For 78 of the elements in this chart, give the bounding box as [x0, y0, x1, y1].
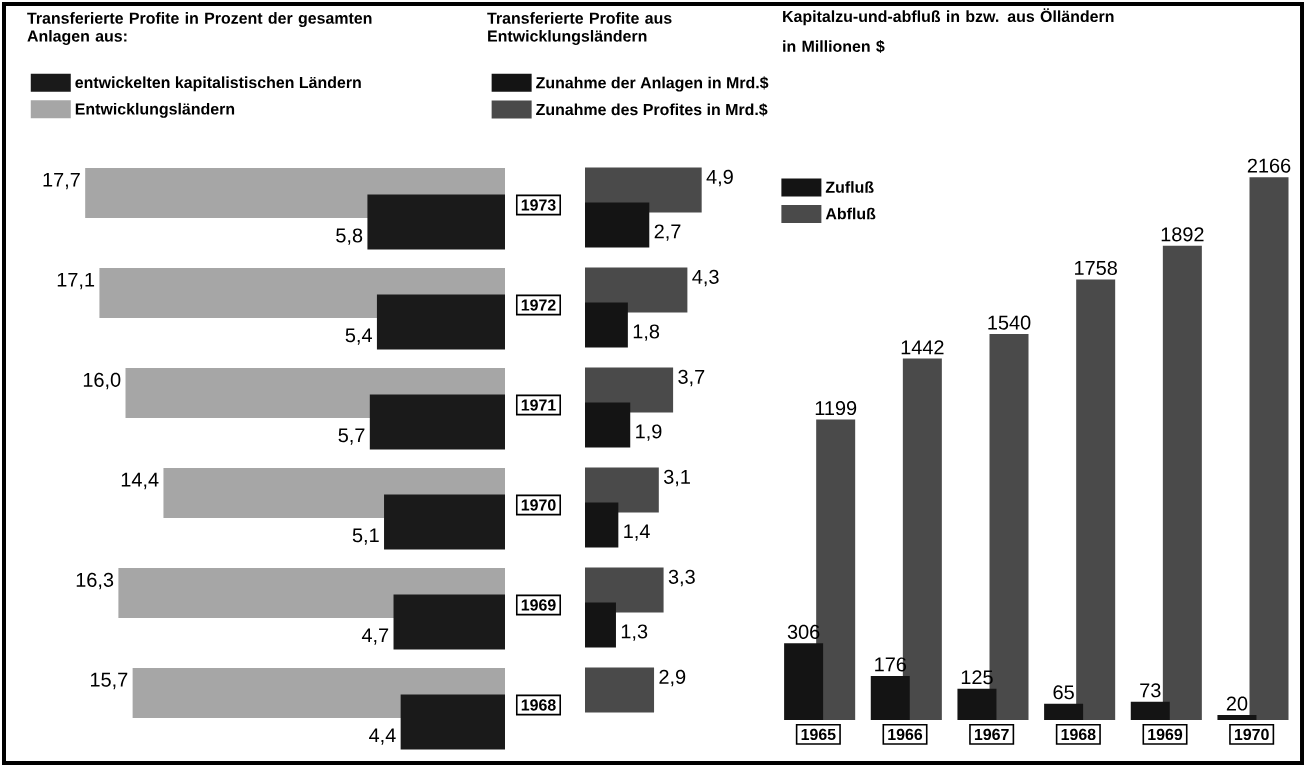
x-tick-label: 1969 — [1148, 728, 1183, 741]
data-label: 1,9 — [636, 424, 662, 441]
data-label: 1199 — [815, 401, 857, 416]
x-tick-label: 1968 — [1061, 728, 1096, 741]
bar — [585, 567, 664, 613]
legend-label: Abfluß — [825, 207, 876, 220]
bar — [1130, 701, 1170, 720]
data-label: 17,1 — [57, 272, 95, 290]
bar — [585, 502, 619, 548]
data-label: 5,4 — [345, 328, 372, 345]
chart-title: Kapitalzu-und-abfluß in bzw. aus Ölländern — [783, 8, 1114, 26]
bar — [367, 194, 505, 250]
bar — [585, 267, 688, 313]
data-label: 2166 — [1247, 158, 1291, 173]
data-label: 3,7 — [678, 369, 705, 387]
legend-label: Entwicklungsländern — [75, 102, 235, 118]
legend-label: Zunahme der Anlagen in Mrd.$ — [536, 76, 769, 92]
y-tick-label: 1968 — [521, 699, 556, 711]
bar — [384, 494, 505, 550]
y-tick-label: 1970 — [521, 499, 556, 511]
data-label: 65 — [1053, 685, 1074, 700]
legend-label: Zunahme des Profites in Mrd.$ — [536, 103, 768, 117]
chart-title: Transferierte Profite aus Entwicklungsländern — [487, 12, 672, 45]
data-label: 15,7 — [90, 672, 128, 690]
data-label: 3,1 — [663, 469, 690, 487]
data-label: 73 — [1140, 683, 1161, 698]
data-label: 16,0 — [83, 372, 121, 390]
data-label: 5,1 — [352, 528, 379, 545]
bar — [393, 594, 505, 650]
data-label: 4,3 — [692, 269, 719, 287]
data-label: 5,8 — [336, 228, 363, 245]
y-tick-label: 1973 — [521, 199, 556, 211]
bar — [585, 467, 659, 513]
bar — [1249, 177, 1289, 720]
data-label: 2,7 — [654, 224, 681, 241]
data-label: 17,7 — [43, 172, 80, 190]
bar — [1076, 279, 1116, 720]
x-tick-label: 1965 — [801, 728, 836, 741]
legend-label: Zufluß — [825, 181, 874, 193]
y-tick-label: 1969 — [521, 599, 556, 611]
bar — [376, 294, 505, 350]
data-label: 4,4 — [369, 728, 396, 745]
x-tick-label: 1967 — [974, 728, 1009, 741]
y-tick-label: 1971 — [521, 399, 556, 411]
bar — [1217, 714, 1257, 720]
bar — [585, 302, 628, 348]
data-label: 1,8 — [633, 324, 660, 341]
bar — [369, 394, 505, 450]
data-label: 4,9 — [706, 169, 733, 187]
bar — [585, 202, 650, 248]
data-label: 3,3 — [668, 569, 695, 587]
legend-label: entwickelten kapitalistischen Ländern — [75, 76, 361, 92]
bar — [1162, 245, 1202, 720]
x-tick-label: 1970 — [1234, 728, 1269, 741]
data-label: 1540 — [988, 315, 1031, 330]
bar — [784, 643, 824, 720]
x-tick-label: 1966 — [888, 728, 923, 741]
bar — [585, 402, 631, 448]
bar — [400, 694, 505, 750]
chart-title: Transferierte Profite in Prozent der gesamten Anlagen aus: — [27, 12, 372, 45]
bar — [585, 667, 655, 713]
data-label: 1,4 — [624, 524, 650, 541]
data-label: 2,9 — [659, 669, 686, 687]
data-label: 1,3 — [621, 624, 648, 641]
y-tick-label: 1972 — [521, 299, 556, 311]
bar — [585, 602, 616, 648]
data-label: 16,3 — [76, 572, 114, 590]
data-label: 1442 — [901, 340, 944, 355]
data-label: 20 — [1226, 696, 1248, 711]
bar — [957, 688, 997, 720]
chart-subtitle: in Millionen $ — [783, 39, 885, 54]
bar — [1044, 703, 1084, 720]
data-label: 14,4 — [121, 472, 159, 490]
data-label: 1892 — [1161, 227, 1204, 242]
data-label: 4,7 — [361, 628, 389, 645]
data-label: 5,7 — [338, 428, 365, 445]
bar — [870, 675, 910, 720]
data-label: 1758 — [1075, 260, 1117, 275]
